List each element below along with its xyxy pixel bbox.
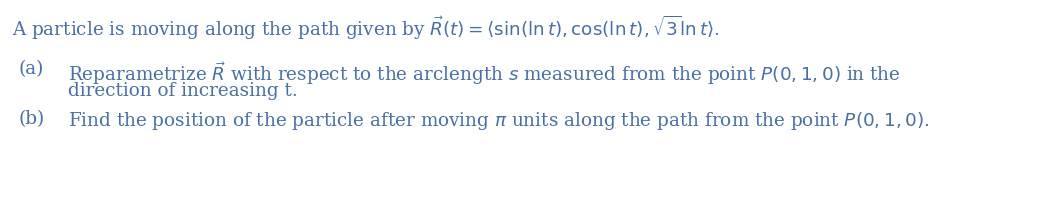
Text: A particle is moving along the path given by $\vec{R}(t) = \langle\sin(\ln t), \: A particle is moving along the path give…: [12, 14, 719, 42]
Text: direction of increasing t.: direction of increasing t.: [69, 82, 298, 100]
Text: (a): (a): [18, 60, 44, 78]
Text: Reparametrize $\vec{R}$ with respect to the arclength $s$ measured from the poin: Reparametrize $\vec{R}$ with respect to …: [69, 60, 901, 87]
Text: Find the position of the particle after moving $\pi$ units along the path from t: Find the position of the particle after …: [69, 110, 929, 132]
Text: (b): (b): [18, 110, 45, 128]
